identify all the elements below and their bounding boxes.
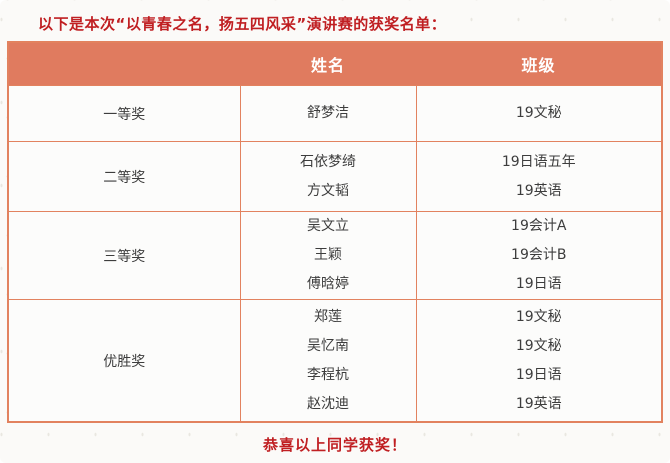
classes-cell: 19文秘 (415, 85, 663, 142)
award-cell: 三等奖 (7, 211, 241, 300)
winner-class: 19文秘 (515, 337, 562, 354)
header-class: 班级 (416, 42, 662, 86)
names-cell: 郑莲吴忆南李程杭赵沈迪 (239, 299, 417, 423)
winner-class: 19日语五年 (501, 153, 576, 170)
winner-class: 19日语 (515, 276, 562, 292)
winner-class: 19会计B (511, 247, 567, 263)
winner-name: 方文韬 (307, 182, 349, 199)
names-cell: 石依梦绮 方文韬 (239, 141, 417, 212)
names-cell: 舒梦洁 (239, 85, 417, 142)
winner-class: 19英语 (515, 182, 562, 199)
winner-name: 石依梦绮 (300, 153, 356, 170)
award-cell: 一等奖 (7, 85, 241, 142)
winner-name: 傅晗婷 (307, 276, 349, 292)
table-header-row: 姓名 班级 (8, 42, 662, 86)
winner-name: 吴文立 (307, 218, 349, 234)
header-name: 姓名 (240, 42, 416, 86)
award-cell: 优胜奖 (7, 299, 241, 423)
winner-name: 王颖 (314, 247, 342, 263)
winner-name: 舒梦洁 (307, 105, 349, 121)
award-cell: 二等奖 (7, 141, 241, 212)
winner-class: 19日语 (515, 366, 562, 383)
classes-cell: 19日语五年 19英语 (415, 141, 663, 212)
winner-name: 郑莲 (314, 308, 342, 325)
table-row: 一等奖 舒梦洁 19文秘 (7, 85, 663, 142)
footer-note: 恭喜以上同学获奖！ (262, 436, 407, 454)
page-title: 以下是本次“以青春之名，扬五四风采”演讲赛的获奖名单： (38, 15, 447, 33)
table-row: 二等奖 石依梦绮 方文韬 19日语五年 19英语 (7, 141, 663, 212)
winner-name: 吴忆南 (307, 337, 349, 354)
classes-cell: 19文秘 19文秘 19日语 19英语 (415, 299, 663, 423)
winner-name: 赵沈迪 (307, 395, 349, 412)
classes-cell: 19会计A 19会计B 19日语 (415, 211, 663, 300)
header-award (8, 42, 240, 86)
winner-class: 19文秘 (515, 105, 562, 121)
table-row: 三等奖 吴文立 王颖 傅晗婷 19会计A 19会计B 19日语 (7, 211, 663, 300)
winner-class: 19会计A (511, 218, 567, 234)
winner-class: 19文秘 (515, 308, 562, 325)
names-cell: 吴文立 王颖 傅晗婷 (239, 211, 417, 300)
winner-name: 李程杭 (307, 366, 349, 383)
winner-class: 19英语 (515, 395, 562, 412)
table-body: 一等奖 舒梦洁 19文秘 二等奖 石依梦绮 方文韬 19日语五年 19英语 三等奖 吴文立 王颖 傅晗… (7, 85, 663, 423)
awards-table: 姓名 班级 一等奖 舒梦洁 19文秘 二等奖 石依梦绮 方文韬 19日语五年 19英语 三等奖吴… (7, 41, 663, 423)
table-row: 优胜奖 郑莲 吴忆南 李程杭 赵沈迪 19文秘 19文秘 19日语 19英语 (7, 299, 663, 423)
